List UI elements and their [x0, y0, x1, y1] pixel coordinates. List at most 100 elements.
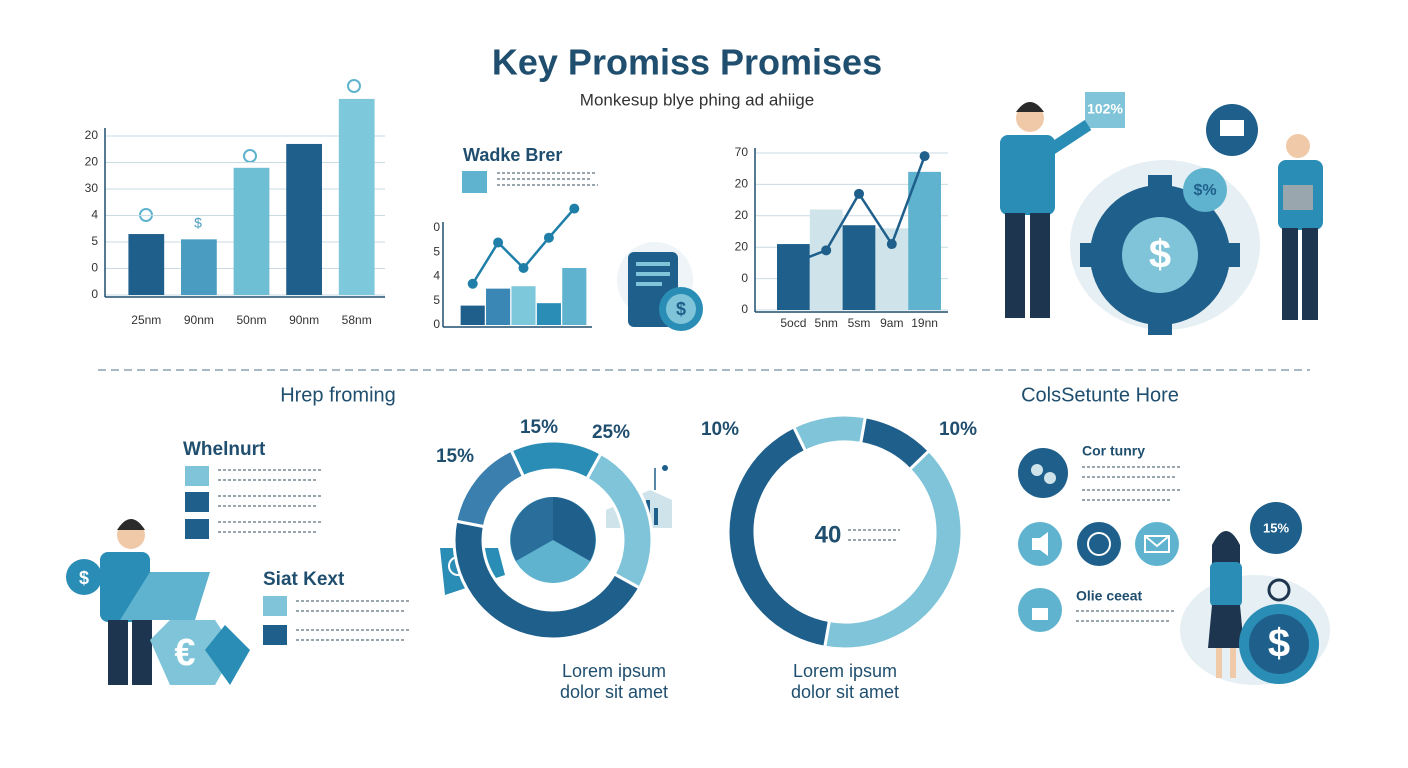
- bar: [536, 303, 561, 325]
- gear-illustration: $: [1070, 92, 1260, 335]
- x-tick-label: 19nn: [911, 316, 938, 330]
- donut-segment: [584, 451, 654, 591]
- y-tick-label: 0: [741, 271, 748, 285]
- caption: dolor sit amet: [791, 682, 899, 702]
- y-tick-label: 20: [85, 128, 99, 142]
- data-label: 25%: [592, 422, 630, 443]
- x-tick-label: 50nm: [236, 313, 266, 327]
- bar: [562, 268, 587, 325]
- svg-text:€: €: [174, 632, 195, 674]
- line-point: [569, 203, 580, 214]
- y-tick-label: 4: [433, 269, 440, 283]
- svg-text:$: $: [79, 568, 89, 588]
- bar: [486, 288, 511, 325]
- bar: [128, 234, 165, 295]
- y-tick-label: 20: [735, 208, 749, 222]
- donut-segment: [822, 448, 964, 651]
- bar: [286, 143, 322, 295]
- line-point: [919, 151, 930, 162]
- y-tick-label: 70: [735, 145, 749, 159]
- person-woman: $: [1180, 502, 1330, 685]
- data-label: 15%: [520, 417, 558, 438]
- y-tick-label: 0: [741, 302, 748, 316]
- x-tick-label: 25nm: [131, 313, 161, 327]
- line-point: [467, 278, 478, 289]
- y-tick-label: 5: [433, 244, 440, 258]
- person-right: [1278, 134, 1323, 320]
- y-tick-label: 20: [735, 239, 749, 253]
- icon-set: [1018, 448, 1180, 632]
- donut-segment: [509, 439, 604, 481]
- donut-segment: [791, 413, 868, 454]
- title: Key Promiss Promises: [492, 42, 882, 83]
- legend-title: Siat Kext: [263, 569, 345, 590]
- bar: [460, 305, 485, 325]
- section-heading: Hrep froming: [280, 384, 396, 406]
- legend-title: Whelnurt: [183, 439, 266, 460]
- legend-list: [185, 466, 322, 539]
- y-tick-label: 4: [91, 208, 98, 222]
- donut-segment: [454, 448, 526, 529]
- y-tick-label: 5: [91, 234, 98, 248]
- bar: [233, 167, 270, 295]
- bar: [842, 225, 876, 310]
- svg-text:$: $: [1149, 233, 1171, 277]
- line-point: [854, 188, 864, 199]
- y-tick-label: 20: [735, 177, 749, 191]
- data-label: 10%: [939, 419, 977, 440]
- person-laptop: $ €: [66, 519, 250, 685]
- caption: Lorem ipsum: [562, 661, 666, 681]
- bar: [908, 171, 941, 310]
- x-tick-label: 9am: [880, 316, 903, 330]
- y-tick-label: 0: [433, 220, 440, 234]
- badge-text: 15%: [1263, 520, 1289, 535]
- bar: [511, 286, 536, 325]
- legend-list: [263, 596, 410, 645]
- line-point: [821, 245, 832, 256]
- dollar-icon: $: [194, 215, 202, 231]
- y-tick-label: 0: [433, 317, 440, 331]
- inner-pie: [510, 497, 553, 561]
- data-label: 15%: [436, 446, 474, 467]
- badge-text: $%: [1193, 182, 1216, 199]
- chart-title: Wadke Brer: [463, 145, 562, 165]
- line-point: [788, 257, 799, 268]
- placeholder-text: [497, 172, 598, 186]
- caption: dolor sit amet: [560, 682, 668, 702]
- person-left: [1000, 102, 1092, 318]
- x-tick-label: 5nm: [815, 316, 838, 330]
- item-title: Olie ceeat: [1076, 588, 1142, 604]
- x-tick-label: 90nm: [184, 313, 214, 327]
- x-tick-label: 90nm: [289, 313, 319, 327]
- svg-text:$: $: [1268, 622, 1290, 666]
- data-label: 10%: [701, 419, 739, 440]
- y-tick-label: 20: [85, 155, 99, 169]
- x-tick-label: 58nm: [342, 313, 372, 327]
- item-title: Cor tunry: [1082, 443, 1145, 459]
- bar: [777, 244, 810, 310]
- bar: [181, 239, 217, 295]
- data-label: 40: [815, 521, 842, 548]
- y-tick-label: 0: [91, 287, 98, 301]
- line-point: [493, 237, 504, 248]
- bar: [809, 209, 843, 310]
- badge-text: 102%: [1087, 101, 1123, 117]
- y-tick-label: 5: [433, 293, 440, 307]
- caption: Lorem ipsum: [793, 661, 897, 681]
- legend-swatch: [462, 171, 487, 193]
- section-heading: ColsSetunte Hore: [1021, 384, 1179, 406]
- inner-pie: [553, 497, 596, 561]
- subtitle: Monkesup blye phing ad ahiige: [580, 90, 814, 109]
- y-tick-label: 30: [85, 181, 99, 195]
- x-tick-label: 5sm: [848, 316, 871, 330]
- line-point: [543, 232, 554, 243]
- y-tick-label: 0: [91, 261, 98, 275]
- line-point: [518, 263, 529, 274]
- document-icon: $: [617, 242, 703, 331]
- bar: [338, 98, 375, 296]
- donut-segment: [452, 519, 642, 641]
- svg-text:$: $: [676, 299, 686, 319]
- x-tick-label: 5ocd: [780, 316, 806, 330]
- line-point: [886, 239, 897, 250]
